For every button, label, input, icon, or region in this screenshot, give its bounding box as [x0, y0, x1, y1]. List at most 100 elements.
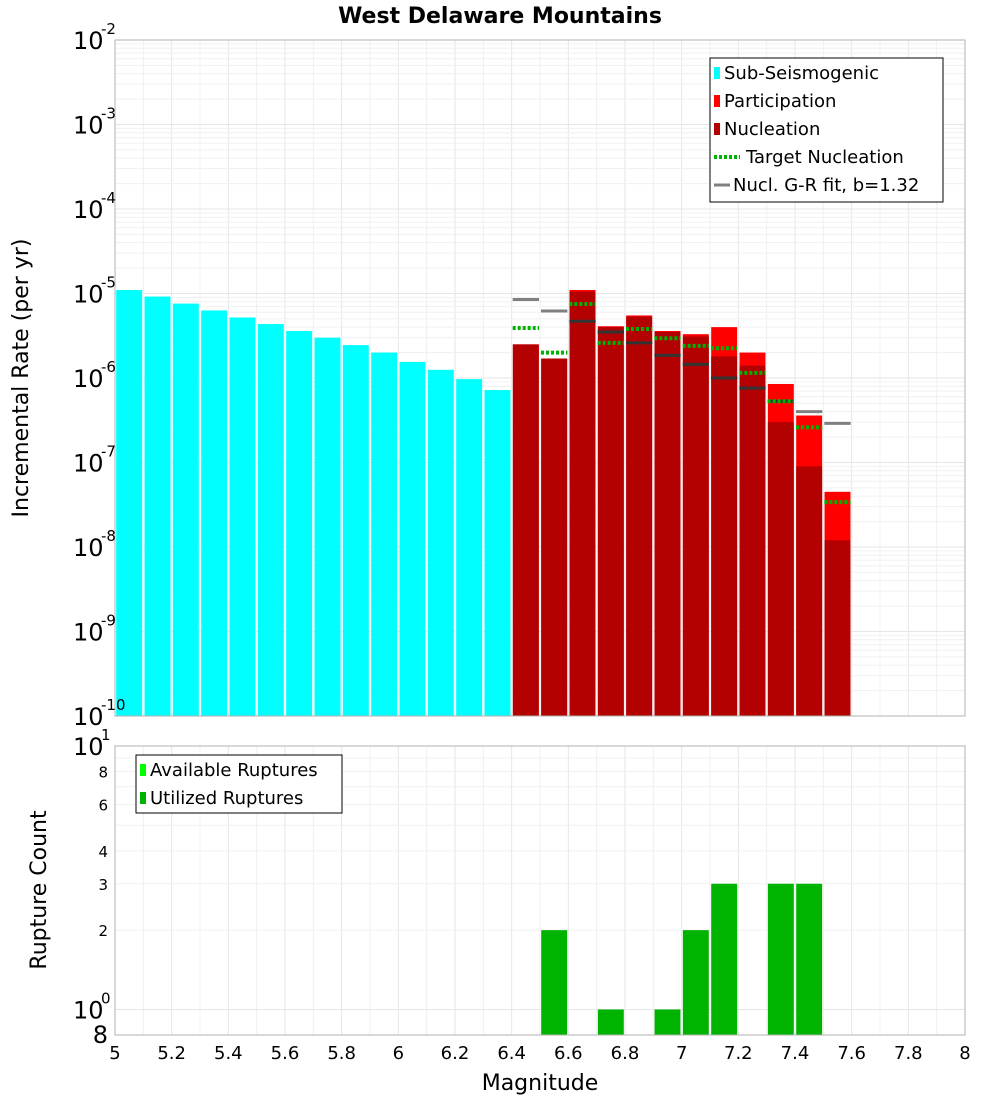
- utilized-ruptures-bar: [541, 930, 568, 1035]
- rate-legend: Sub-Seismogenic Participation Nucleation Ta…: [709, 57, 944, 203]
- legend-label: Nucl. G-R fit, b=1.32: [733, 175, 919, 196]
- rate-y-tick-exponent: -7: [101, 443, 116, 461]
- sub-seismogenic-bar: [286, 330, 313, 716]
- nucleation-bar: [711, 356, 738, 716]
- utilized-ruptures-bar: [767, 883, 794, 1035]
- rate-y-axis-title: Incremental Rate (per yr): [9, 239, 34, 518]
- legend-swatch: [714, 67, 720, 79]
- rate-markers: [512, 297, 851, 505]
- rate-y-tick: 10-3: [73, 105, 116, 140]
- x-tick-label: 7.2: [724, 1043, 753, 1064]
- count-legend: Available Ruptures Utilized Ruptures: [135, 754, 343, 814]
- count-y-tick-exponent: 0: [101, 989, 111, 1007]
- rate-y-tick-label: 10: [73, 196, 104, 224]
- nucleation-bar: [796, 466, 823, 716]
- legend-swatch: [714, 95, 720, 107]
- utilized-ruptures-bar: [654, 1009, 681, 1035]
- legend-label: Utilized Ruptures: [150, 788, 303, 809]
- sub-seismogenic-bar: [201, 310, 228, 716]
- x-tick-label: 7.6: [837, 1043, 866, 1064]
- legend-label: Participation: [724, 91, 836, 112]
- rate-y-tick-exponent: -8: [101, 527, 116, 545]
- nucleation-bar: [739, 365, 766, 716]
- sub-seismogenic-bar: [399, 361, 426, 716]
- sub-seismogenic-bar: [172, 303, 199, 716]
- x-tick-label: 7: [676, 1043, 687, 1064]
- sub-seismogenic-bar: [314, 337, 341, 716]
- sub-seismogenic-bar: [144, 296, 171, 716]
- rate-y-tick: 10-6: [73, 358, 116, 393]
- legend-label: Nucleation: [724, 119, 820, 140]
- utilized-ruptures-bar: [597, 1009, 624, 1035]
- legend-label: Sub-Seismogenic: [724, 63, 879, 84]
- rate-y-tick-exponent: -6: [101, 358, 116, 376]
- nucleation-bar: [541, 358, 568, 716]
- legend-item-participation: Participation: [714, 91, 836, 112]
- chart-title: West Delaware Mountains: [338, 4, 662, 29]
- rate-y-tick-label: 10: [73, 619, 104, 647]
- nucleation-bar: [512, 344, 539, 716]
- sub-seismogenic-bar: [371, 352, 398, 716]
- count-y-tick-label: 3: [98, 876, 108, 894]
- rate-y-tick: 10-10: [73, 696, 126, 731]
- x-tick-label: 7.4: [781, 1043, 810, 1064]
- sub-seismogenic-bar: [116, 290, 143, 716]
- utilized-ruptures-bar: [711, 883, 738, 1035]
- x-axis-title: Magnitude: [482, 1071, 599, 1096]
- x-tick-label: 5.4: [214, 1043, 243, 1064]
- x-axis: 5 5.2 5.4 5.6 5.8 6 6.2 6.4 6.6 6.8 7 7.2 7.4 7.6 7.8 8: [109, 1043, 970, 1064]
- legend-item-available-ruptures: Available Ruptures: [140, 760, 318, 781]
- nucleation-bar: [597, 327, 624, 716]
- nucleation-bar: [569, 291, 596, 716]
- x-tick-label: 6: [393, 1043, 404, 1064]
- x-tick-label: 6.2: [441, 1043, 470, 1064]
- rate-y-tick: 10-8: [73, 527, 116, 562]
- sub-seismogenic-bar: [456, 379, 483, 716]
- x-tick-label: 5.8: [327, 1043, 356, 1064]
- sub-seismogenic-bar: [484, 390, 511, 716]
- rate-y-tick: 10-5: [73, 274, 116, 309]
- legend-swatch: [140, 764, 146, 776]
- x-tick-label: 5.2: [157, 1043, 186, 1064]
- rate-y-tick-label: 10: [73, 112, 104, 140]
- rate-y-tick-exponent: -5: [101, 274, 116, 292]
- rate-y-tick-label: 10: [73, 450, 104, 478]
- utilized-ruptures-bar: [682, 930, 709, 1035]
- x-tick-label: 5: [109, 1043, 120, 1064]
- x-tick-label: 6.4: [497, 1043, 526, 1064]
- nucleation-bar: [824, 540, 851, 716]
- x-tick-label: 7.8: [894, 1043, 923, 1064]
- count-y-tick-label: 6: [98, 796, 108, 814]
- sub-seismogenic-bar: [427, 369, 454, 716]
- legend-label: Target Nucleation: [745, 147, 904, 168]
- count-plot-frame: [114, 745, 966, 1036]
- rate-y-tick-label: 10: [73, 534, 104, 562]
- legend-swatch: [714, 123, 720, 135]
- count-y-axis-title: Rupture Count: [27, 810, 52, 970]
- legend-item-nucl-g-r-fit-b-1-32: Nucl. G-R fit, b=1.32: [714, 175, 919, 196]
- rate-y-tick-label: 10: [73, 703, 104, 731]
- rate-bars: [116, 290, 851, 716]
- count-y-tick-label: 2: [98, 922, 108, 940]
- legend-item-utilized-ruptures: Utilized Ruptures: [140, 788, 303, 809]
- count-y-tick-label: 8: [93, 1021, 108, 1049]
- legend-label: Available Ruptures: [150, 760, 318, 781]
- x-tick-label: 6.8: [611, 1043, 640, 1064]
- count-y-tick-label: 10: [73, 733, 104, 761]
- count-y-tick-label: 10: [73, 996, 104, 1024]
- nucleation-bar: [654, 332, 681, 716]
- rate-y-tick-label: 10: [73, 281, 104, 309]
- rate-legend-box: [709, 57, 944, 203]
- rate-y-tick-exponent: -3: [101, 105, 116, 123]
- rate-y-tick-exponent: -9: [101, 612, 116, 630]
- x-tick-label: 8: [959, 1043, 970, 1064]
- legend-item-nucleation: Nucleation: [714, 119, 820, 140]
- rate-y-tick-label: 10: [73, 27, 104, 55]
- sub-seismogenic-bar: [257, 324, 284, 716]
- count-y-tick-label: 8: [98, 764, 108, 782]
